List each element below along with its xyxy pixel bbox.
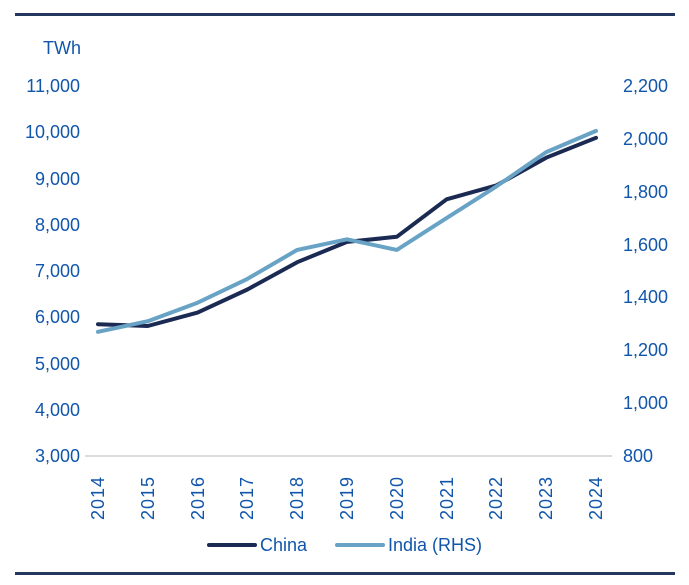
legend-item: China (206, 535, 307, 555)
legend-label: China (259, 535, 307, 555)
right-axis-tick: 1,800 (623, 181, 669, 202)
left-axis-tick: 9,000 (34, 168, 80, 189)
left-axis-unit-label: TWh (43, 38, 81, 58)
left-axis-tick: 8,000 (34, 214, 80, 235)
right-axis-tick: 1,000 (623, 393, 669, 414)
left-axis-tick: 6,000 (34, 307, 80, 328)
legend-item: India (RHS) (335, 536, 482, 554)
right-axis-tick: 1,600 (623, 234, 669, 255)
bottom-rule (15, 572, 675, 575)
series-line-india-rhs (96, 128, 598, 334)
left-axis-tick: 10,000 (24, 122, 80, 143)
top-rule (15, 13, 675, 16)
legend-line-swatch (206, 543, 257, 547)
left-axis-tick: 5,000 (34, 353, 80, 374)
legend-label: India (RHS) (388, 535, 483, 555)
left-axis-tick: 4,000 (34, 399, 80, 420)
legend: China India (RHS) (0, 536, 689, 554)
right-axis-tick: 800 (623, 446, 654, 466)
left-axis-tick: 7,000 (34, 261, 80, 281)
legend-line-swatch (335, 543, 385, 547)
right-axis-tick: 1,200 (623, 340, 669, 361)
right-axis-tick: 1,400 (623, 287, 669, 308)
series-line-china (96, 135, 598, 328)
left-axis-tick: 11,000 (26, 76, 80, 96)
right-axis-tick: 2,200 (623, 76, 669, 96)
left-axis-tick: 3,000 (34, 446, 80, 466)
right-axis-tick: 2,000 (623, 128, 669, 149)
